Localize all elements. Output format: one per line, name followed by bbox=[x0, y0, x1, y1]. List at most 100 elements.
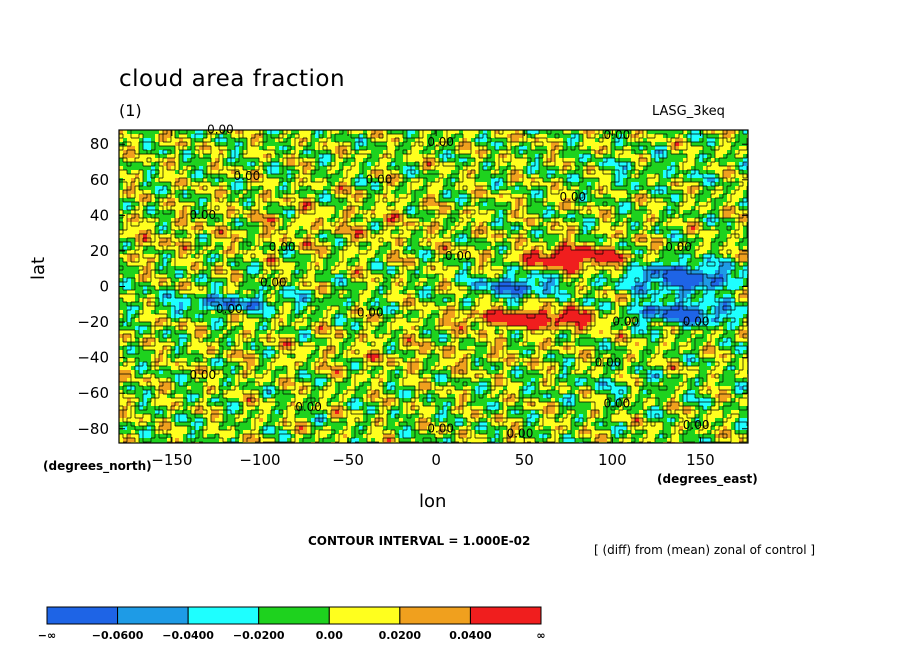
heatmap-cell bbox=[227, 198, 232, 203]
heatmap-cell bbox=[651, 186, 656, 191]
heatmap-cell bbox=[591, 214, 596, 219]
heatmap-cell bbox=[551, 138, 556, 143]
heatmap-cell bbox=[171, 166, 176, 171]
heatmap-cell bbox=[739, 234, 744, 239]
heatmap-cell bbox=[511, 154, 516, 159]
heatmap-cell bbox=[219, 166, 224, 171]
heatmap-cell bbox=[299, 166, 304, 171]
heatmap-cell bbox=[339, 146, 344, 151]
heatmap-cell bbox=[227, 222, 232, 227]
heatmap-cell bbox=[427, 134, 432, 139]
heatmap-cell bbox=[467, 134, 472, 139]
heatmap-cell bbox=[367, 194, 372, 199]
heatmap-cell bbox=[719, 230, 724, 235]
heatmap-cell bbox=[655, 178, 660, 183]
heatmap-cell bbox=[491, 174, 496, 179]
heatmap-cell bbox=[215, 238, 220, 243]
heatmap-cell bbox=[415, 186, 420, 191]
heatmap-cell bbox=[315, 154, 320, 159]
heatmap-cell bbox=[643, 202, 648, 207]
heatmap-cell bbox=[143, 178, 148, 183]
heatmap-cell bbox=[291, 162, 296, 167]
heatmap-cell bbox=[271, 226, 276, 231]
heatmap-cell bbox=[443, 186, 448, 191]
heatmap-cell bbox=[395, 154, 400, 159]
heatmap-cell bbox=[243, 134, 248, 139]
heatmap-cell bbox=[195, 182, 200, 187]
heatmap-cell bbox=[163, 186, 168, 191]
heatmap-cell bbox=[615, 238, 620, 243]
heatmap-cell bbox=[471, 162, 476, 167]
heatmap-cell bbox=[599, 198, 604, 203]
heatmap-cell bbox=[655, 198, 660, 203]
heatmap-cell bbox=[691, 170, 696, 175]
heatmap-cell bbox=[563, 138, 568, 143]
heatmap-cell bbox=[351, 182, 356, 187]
heatmap-cell bbox=[571, 142, 576, 147]
heatmap-cell bbox=[571, 218, 576, 223]
heatmap-cell bbox=[391, 242, 396, 247]
heatmap-cell bbox=[447, 186, 452, 191]
heatmap-cell bbox=[323, 206, 328, 211]
heatmap-cell bbox=[183, 214, 188, 219]
heatmap-cell bbox=[351, 202, 356, 207]
heatmap-cell bbox=[411, 198, 416, 203]
heatmap-cell bbox=[543, 154, 548, 159]
heatmap-cell bbox=[619, 150, 624, 155]
heatmap-cell bbox=[535, 186, 540, 191]
heatmap-cell bbox=[119, 150, 124, 155]
heatmap-cell bbox=[383, 154, 388, 159]
heatmap-cell bbox=[223, 174, 228, 179]
heatmap-cell bbox=[631, 214, 636, 219]
heatmap-cell bbox=[671, 138, 676, 143]
heatmap-cell bbox=[311, 134, 316, 139]
heatmap-cell bbox=[203, 186, 208, 191]
heatmap-cell bbox=[447, 198, 452, 203]
heatmap-cell bbox=[291, 174, 296, 179]
heatmap-cell bbox=[411, 162, 416, 167]
heatmap-cell bbox=[703, 170, 708, 175]
heatmap-cell bbox=[171, 134, 176, 139]
heatmap-cell bbox=[151, 174, 156, 179]
heatmap-cell bbox=[419, 158, 424, 163]
heatmap-cell bbox=[331, 154, 336, 159]
heatmap-cell bbox=[651, 198, 656, 203]
heatmap-cell bbox=[299, 194, 304, 199]
heatmap-cell bbox=[131, 226, 136, 231]
heatmap-cell bbox=[239, 166, 244, 171]
heatmap-cell bbox=[603, 226, 608, 231]
heatmap-cell bbox=[547, 242, 552, 247]
heatmap-cell bbox=[155, 218, 160, 223]
heatmap-cell bbox=[391, 146, 396, 151]
heatmap-cell bbox=[463, 174, 468, 179]
heatmap-cell bbox=[659, 158, 664, 163]
heatmap-cell bbox=[247, 210, 252, 215]
heatmap-cell bbox=[179, 166, 184, 171]
heatmap-cell bbox=[243, 222, 248, 227]
heatmap-cell bbox=[599, 206, 604, 211]
heatmap-cell bbox=[179, 170, 184, 175]
heatmap-cell bbox=[459, 206, 464, 211]
heatmap-cell bbox=[391, 166, 396, 171]
heatmap-cell bbox=[307, 210, 312, 215]
heatmap-cell bbox=[291, 194, 296, 199]
heatmap-cell bbox=[715, 166, 720, 171]
heatmap-cell bbox=[711, 166, 716, 171]
heatmap-cell bbox=[379, 174, 384, 179]
heatmap-cell bbox=[379, 194, 384, 199]
heatmap-cell bbox=[531, 242, 536, 247]
heatmap-cell bbox=[523, 214, 528, 219]
heatmap-cell bbox=[491, 158, 496, 163]
heatmap-cell bbox=[595, 146, 600, 151]
heatmap-cell bbox=[535, 178, 540, 183]
heatmap-cell bbox=[587, 186, 592, 191]
heatmap-cell bbox=[487, 154, 492, 159]
heatmap-cell bbox=[391, 174, 396, 179]
heatmap-cell bbox=[135, 186, 140, 191]
heatmap-cell bbox=[735, 142, 740, 147]
heatmap-cell bbox=[555, 130, 560, 135]
heatmap-cell bbox=[339, 190, 344, 195]
heatmap-cell bbox=[399, 150, 404, 155]
heatmap-cell bbox=[379, 246, 384, 251]
heatmap-cell bbox=[731, 222, 736, 227]
